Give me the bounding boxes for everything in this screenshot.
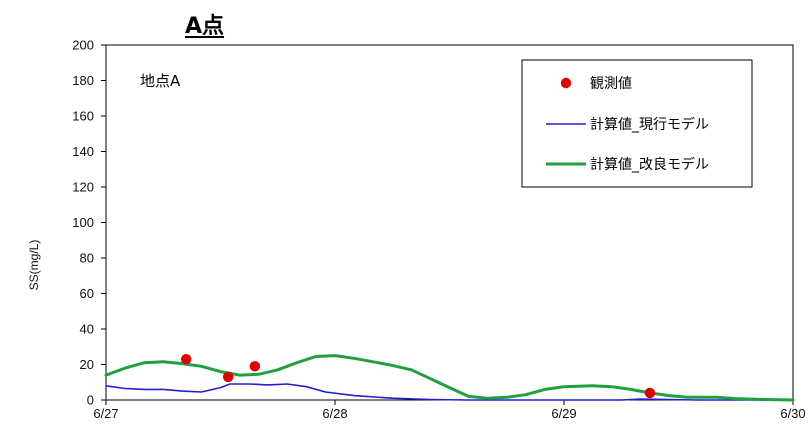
y-tick-label: 120	[72, 180, 94, 195]
legend-marker-observed	[560, 77, 572, 89]
legend-label: 計算値_現行モデル	[590, 116, 709, 133]
y-tick-label: 60	[80, 286, 94, 301]
y-tick-label: 80	[80, 251, 94, 266]
observation-point	[249, 361, 261, 372]
page-title: A点	[185, 14, 225, 39]
y-tick-label: 100	[72, 215, 94, 230]
x-tick-label: 6/28	[322, 406, 347, 421]
x-ticks: 6/27 6/28 6/29 6/30	[93, 400, 806, 421]
x-tick-label: 6/30	[780, 406, 805, 421]
y-axis-label: SS(mg/L)	[27, 240, 41, 291]
y-tick-label: 140	[72, 144, 94, 159]
series-layer	[104, 353, 795, 402]
y-tick-label: 200	[72, 38, 94, 53]
x-tick-label: 6/27	[93, 406, 118, 421]
chart-annotation: 地点A	[140, 72, 181, 90]
legend-label: 観測値	[590, 75, 632, 92]
observation-point	[222, 371, 234, 383]
x-tick-label: 6/29	[551, 406, 576, 421]
y-ticks: 0 20 40 60 80 100 120 140 160 180 200	[72, 38, 106, 408]
y-tick-label: 160	[72, 109, 94, 124]
y-tick-label: 0	[87, 393, 94, 408]
y-tick-label: 180	[72, 73, 94, 88]
y-tick-label: 20	[80, 357, 94, 372]
y-axis-label-group: SS(mg/L)	[27, 240, 41, 291]
series-line-improved-model	[104, 354, 795, 402]
y-tick-label: 40	[80, 322, 94, 337]
series-line-current-model	[105, 383, 794, 401]
observation-point	[180, 353, 192, 365]
legend-label: 計算値_改良モデル	[590, 156, 709, 173]
observation-point	[644, 387, 656, 399]
